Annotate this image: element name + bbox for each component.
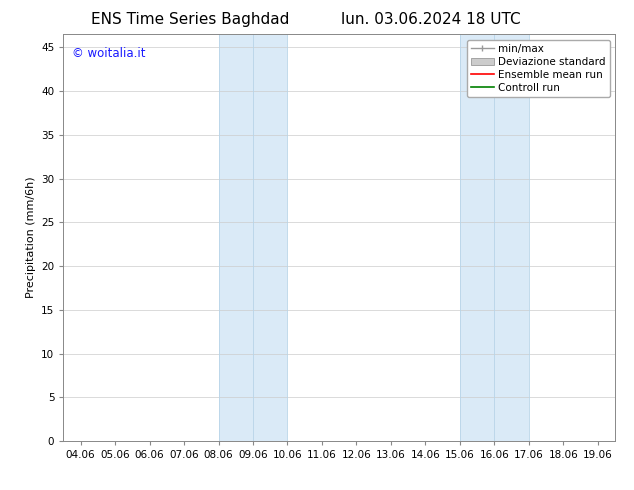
Text: ENS Time Series Baghdad: ENS Time Series Baghdad [91, 12, 289, 27]
Bar [219, 34, 287, 441]
Legend: min/max, Deviazione standard, Ensemble mean run, Controll run: min/max, Deviazione standard, Ensemble m… [467, 40, 610, 97]
Y-axis label: Precipitation (mm/6h): Precipitation (mm/6h) [25, 177, 36, 298]
Text: lun. 03.06.2024 18 UTC: lun. 03.06.2024 18 UTC [341, 12, 521, 27]
Bar [460, 34, 529, 441]
Text: © woitalia.it: © woitalia.it [72, 47, 145, 59]
